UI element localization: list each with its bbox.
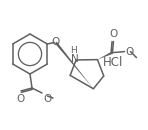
Text: O: O bbox=[110, 29, 118, 39]
Polygon shape bbox=[55, 42, 93, 89]
Text: O: O bbox=[43, 94, 51, 104]
Polygon shape bbox=[98, 51, 113, 60]
Text: O: O bbox=[51, 37, 59, 47]
Text: N: N bbox=[71, 54, 79, 64]
Text: HCl: HCl bbox=[103, 56, 123, 69]
Text: O: O bbox=[16, 95, 24, 105]
Text: O: O bbox=[126, 47, 134, 57]
Text: H: H bbox=[70, 46, 77, 55]
